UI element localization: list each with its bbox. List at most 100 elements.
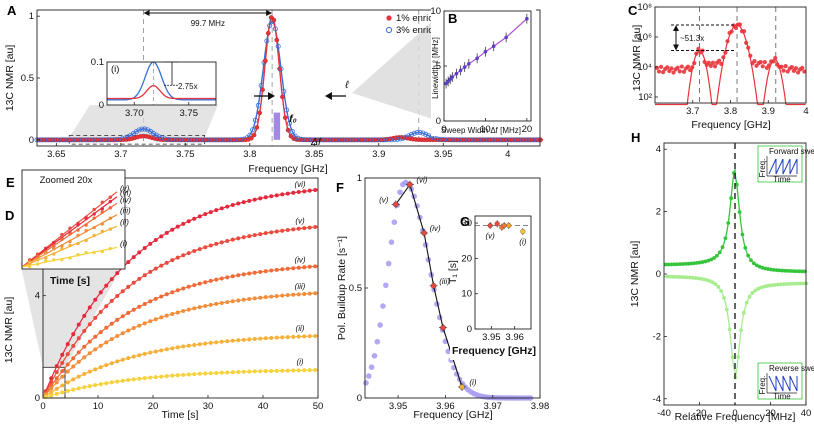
panel-A-xtick-label: 3.95 <box>434 149 453 160</box>
forward-sweep-point <box>686 261 691 266</box>
buildup-point <box>280 267 285 272</box>
reverse-sweep-point <box>787 281 792 286</box>
profile-point <box>380 303 386 309</box>
panel-C-point <box>758 59 763 65</box>
panel-A-xtick-label: 3.7 <box>114 149 127 160</box>
buildup-point <box>115 293 120 298</box>
buildup-point <box>269 368 274 373</box>
buildup-point <box>291 266 296 271</box>
sweep-inset-xlabel: Time <box>773 175 791 184</box>
panel-G-label: G <box>460 214 470 229</box>
panel-C-point <box>795 70 801 75</box>
panel-D-ylabel: 13C NMR [au] <box>3 297 15 364</box>
panel-A-label: A <box>7 3 17 18</box>
panel-C-point <box>783 64 788 69</box>
series-3pct-point <box>272 26 278 32</box>
zoomed-point <box>60 237 64 242</box>
zoomed-point <box>76 233 80 238</box>
buildup-point <box>142 301 147 306</box>
buildup-point <box>263 269 268 274</box>
reverse-sweep-point <box>722 295 726 300</box>
buildup-point <box>269 230 274 235</box>
reverse-sweep-point <box>713 282 718 287</box>
forward-sweep-point <box>774 268 779 273</box>
inset-i-xtick-label: 3.70 <box>125 108 144 119</box>
buildup-point <box>263 195 268 200</box>
buildup-point <box>241 235 246 240</box>
buildup-point <box>296 265 301 270</box>
panel-A-xtick-label: 3.85 <box>305 149 324 160</box>
buildup-point <box>159 374 164 379</box>
inset-bg <box>431 8 536 136</box>
zoom-wedge <box>69 105 218 138</box>
inset-i-ytick-label: 0.1 <box>91 57 104 68</box>
panel-A-xtick-label: 4 <box>505 149 510 160</box>
inset-bg <box>107 62 216 105</box>
linewidth-point <box>525 16 529 21</box>
buildup-point <box>192 372 197 377</box>
series-label: (iii) <box>120 207 131 216</box>
forward-sweep-point <box>740 232 745 237</box>
inset-1pct-line <box>107 85 216 100</box>
series-1pct-point <box>248 135 254 141</box>
buildup-point <box>274 335 279 340</box>
buildup-point <box>203 371 208 376</box>
panel-C-point <box>712 64 718 69</box>
buildup-point <box>214 208 219 213</box>
forward-sweep-point <box>751 261 756 266</box>
panel-C: C ~51.3x 3.7 3.8 3.9 4 10² 10⁴ 10⁶ 10⁸ Frequency [… <box>628 2 809 131</box>
buildup-point <box>49 390 54 395</box>
buildup-point <box>230 370 235 375</box>
buildup-point <box>258 336 263 341</box>
reverse-sweep-point <box>770 283 775 288</box>
buildup-point <box>197 305 202 310</box>
buildup-point <box>98 343 103 348</box>
panel-G-ylabel: T₁ [s] <box>447 260 459 284</box>
reverse-sweep-point <box>776 282 780 287</box>
buildup-point <box>93 315 98 320</box>
buildup-point <box>120 378 125 383</box>
forward-sweep-point <box>783 268 787 273</box>
buildup-point <box>175 288 180 293</box>
panel-G-ytick-label: 30 <box>461 218 472 229</box>
buildup-point <box>203 212 208 217</box>
buildup-point <box>186 251 191 256</box>
buildup-point <box>258 196 263 201</box>
forward-sweep-point <box>797 269 802 274</box>
panel-C-xtick-label: 3.9 <box>762 106 775 117</box>
panel-C-xtick-label: 3.8 <box>724 106 737 117</box>
reverse-sweep-point <box>747 294 752 299</box>
forward-sweep-point <box>749 258 753 263</box>
zoomed-point <box>44 251 48 255</box>
zoomed-point <box>27 264 32 269</box>
buildup-point <box>142 245 147 250</box>
panel-C-point <box>665 65 670 70</box>
buildup-point <box>49 386 54 391</box>
zoomed-point <box>44 259 48 263</box>
zoomed-point <box>84 250 88 255</box>
buildup-point <box>280 228 285 233</box>
buildup-point <box>43 395 48 400</box>
forward-sweep-point <box>663 262 668 267</box>
series-label: (iii) <box>295 282 306 291</box>
panel-A-xlabel: Frequency [GHz] <box>248 163 327 175</box>
panel-C-point <box>746 45 751 50</box>
panel-F-label: F <box>336 180 344 195</box>
buildup-point <box>93 367 98 372</box>
buildup-point <box>71 364 76 369</box>
panel-H-xtick-label: -20 <box>693 408 707 419</box>
inset-3pct-line <box>107 61 216 101</box>
panel-H-xtick-label: 20 <box>765 408 776 419</box>
buildup-point <box>252 233 257 238</box>
zoomed-point <box>84 238 88 243</box>
buildup-point <box>214 241 219 246</box>
reverse-sweep-point <box>688 275 692 280</box>
buildup-point <box>104 381 109 386</box>
panel-C-point <box>681 69 686 74</box>
profile-point <box>385 260 392 267</box>
panel-H-ytick-label: -4 <box>653 394 661 405</box>
panel-G-xtick-label: 3.95 <box>482 332 501 343</box>
buildup-point <box>269 294 274 299</box>
buildup-point <box>313 291 318 296</box>
